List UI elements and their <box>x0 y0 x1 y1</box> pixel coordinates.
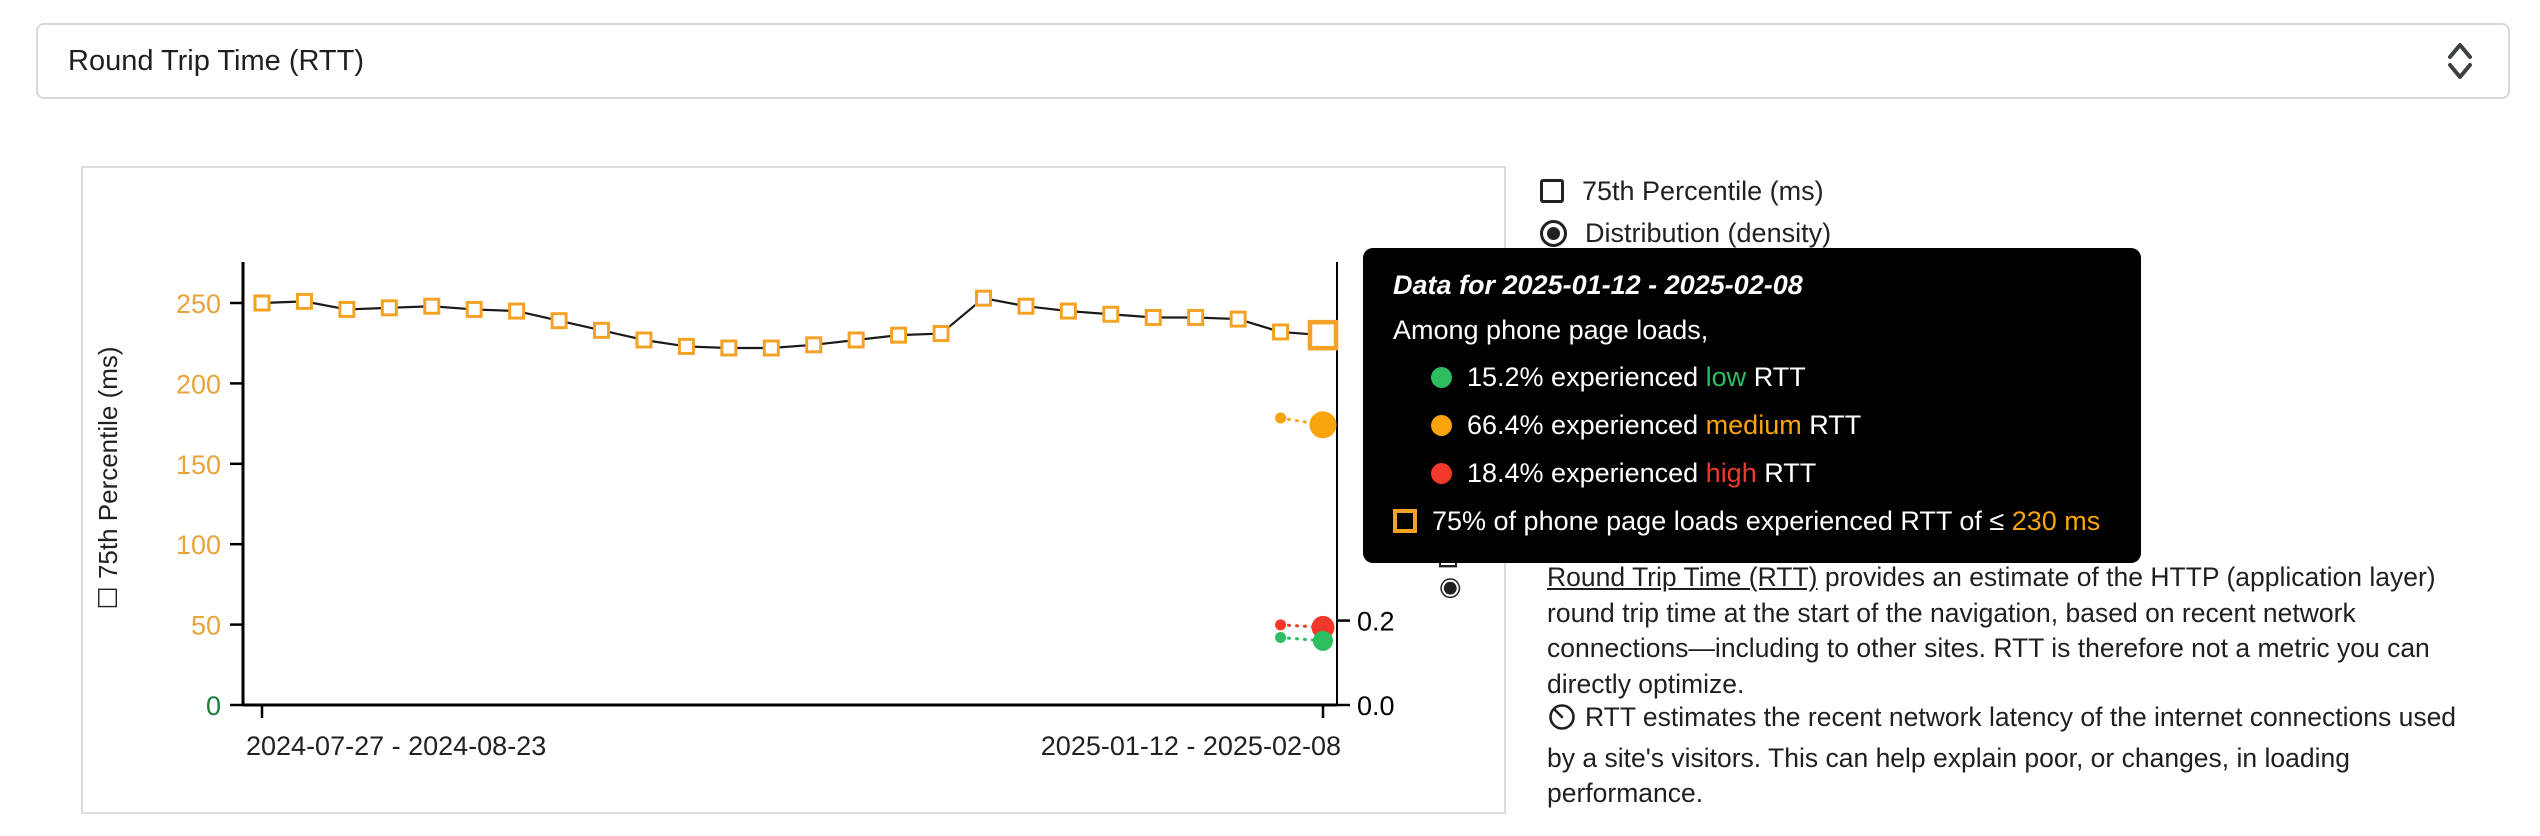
p75-marker <box>1272 323 1290 341</box>
tooltip-row-p75: 75% of phone page loads experienced RTT … <box>1393 497 2111 545</box>
p75-marker <box>338 300 356 318</box>
tooltip-title: Data for 2025-01-12 - 2025-02-08 <box>1393 270 1803 300</box>
chart-tooltip: Data for 2025-01-12 - 2025-02-08 Among p… <box>1363 248 2141 563</box>
metric-description: Round Trip Time (RTT) provides an estima… <box>1547 560 2469 702</box>
row-level: medium <box>1705 410 1802 440</box>
row-level: high <box>1705 458 1757 488</box>
p75-marker <box>1059 302 1077 320</box>
row-suffix: RTT <box>1801 410 1862 440</box>
rtt-chart-canvas[interactable]: 0 50 100 150 200 250 0.0 0.2 2024-07-27 - 2024-0… <box>83 168 1504 812</box>
p75-marker <box>974 289 992 307</box>
svg-text:0: 0 <box>206 691 221 721</box>
p75-marker <box>720 339 738 357</box>
row-level: low <box>1705 362 1747 392</box>
medium-density-dot <box>1275 412 1287 424</box>
left-axis-title: ☐ 75th Percentile (ms) <box>93 346 123 609</box>
tooltip-subtitle: Among phone page loads, <box>1393 315 1709 345</box>
p75-value: 230 ms <box>2011 506 2101 536</box>
row-suffix: RTT <box>1756 458 1817 488</box>
toggle-label: 75th Percentile (ms) <box>1582 175 1824 206</box>
high-dot-icon <box>1431 462 1452 484</box>
p75-marker <box>550 312 568 330</box>
axes: 0 50 100 150 200 250 0.0 0.2 2024-07-27 - 2024-0… <box>176 262 1395 761</box>
tooltip-row-high: 18.4% experienced high RTT <box>1393 449 2111 497</box>
low-density-dot-current <box>1313 630 1333 651</box>
svg-text:2025-01-12 - 2025-02-08: 2025-01-12 - 2025-02-08 <box>1041 731 1341 761</box>
metric-selector-value: Round Trip Time (RTT) <box>68 44 364 77</box>
row-prefix: 18.4% experienced <box>1467 458 1706 488</box>
row-prefix: 66.4% experienced <box>1467 410 1706 440</box>
p75-marker <box>1102 305 1120 323</box>
p75-series <box>253 289 1339 357</box>
row-prefix: 15.2% experienced <box>1467 362 1706 392</box>
p75-marker <box>1187 308 1205 326</box>
svg-text:0.2: 0.2 <box>1357 607 1395 637</box>
metric-note: RTT estimates the recent network latency… <box>1547 700 2469 812</box>
tooltip-p75-text: 75% of phone page loads experienced RTT … <box>1432 497 2100 545</box>
toggle-distribution[interactable]: Distribution (density) <box>1540 212 1831 254</box>
radio-selected-icon[interactable] <box>1540 219 1567 247</box>
checkbox-unchecked-icon[interactable] <box>1540 179 1564 203</box>
p75-marker <box>1144 308 1162 326</box>
svg-text:250: 250 <box>176 289 221 319</box>
p75-marker-highlighted <box>1307 319 1339 351</box>
tooltip-row-text: 66.4% experienced medium RTT <box>1467 401 1861 449</box>
medium-density-dot-current <box>1309 411 1337 439</box>
p75-marker <box>1017 297 1035 315</box>
tooltip-row-text: 15.2% experienced low RTT <box>1467 353 1806 401</box>
p75-marker <box>635 331 653 349</box>
rtt-chart-card: 0 50 100 150 200 250 0.0 0.2 2024-07-27 - 2024-0… <box>81 166 1506 814</box>
svg-text:2024-07-27 - 2024-08-23: 2024-07-27 - 2024-08-23 <box>246 731 546 761</box>
p75-marker <box>890 326 908 344</box>
unfold-more-icon[interactable] <box>2442 39 2478 83</box>
p75-marker <box>762 339 780 357</box>
svg-text:150: 150 <box>176 450 221 480</box>
tooltip-row-text: 18.4% experienced high RTT <box>1467 449 1816 497</box>
p75-marker <box>847 331 865 349</box>
tooltip-row-low: 15.2% experienced low RTT <box>1393 353 2111 401</box>
tooltip-row-medium: 66.4% experienced medium RTT <box>1393 401 2111 449</box>
rtt-doc-link[interactable]: Round Trip Time (RTT) <box>1547 562 1818 592</box>
svg-text:0.0: 0.0 <box>1357 691 1395 721</box>
p75-marker <box>593 321 611 339</box>
low-density-dot <box>1275 631 1287 643</box>
density-series <box>1275 411 1337 651</box>
toggle-75th-percentile[interactable]: 75th Percentile (ms) <box>1540 170 1831 212</box>
metric-selector[interactable]: Round Trip Time (RTT) <box>36 23 2510 99</box>
medium-dot-icon <box>1431 414 1452 436</box>
high-density-dot <box>1275 619 1287 631</box>
gauge-icon <box>1547 701 1577 741</box>
p75-marker <box>380 299 398 317</box>
p75-marker <box>295 292 313 310</box>
p75-marker <box>677 337 695 355</box>
p75-marker <box>805 336 823 354</box>
series-toggles: 75th Percentile (ms) Distribution (densi… <box>1540 170 1831 254</box>
toggle-label: Distribution (density) <box>1585 217 1832 248</box>
p75-marker <box>253 294 271 312</box>
svg-text:100: 100 <box>176 530 221 560</box>
p75-marker <box>423 297 441 315</box>
p75-prefix: 75% of phone page loads experienced RTT … <box>1432 506 2012 536</box>
p75-square-marker-icon <box>1393 509 1417 533</box>
description-body: provides an estimate of the HTTP (applic… <box>1547 562 2436 699</box>
p75-marker <box>465 300 483 318</box>
note-text: RTT estimates the recent network latency… <box>1547 702 2457 808</box>
row-suffix: RTT <box>1746 362 1806 392</box>
svg-text:200: 200 <box>176 369 221 399</box>
svg-text:50: 50 <box>191 611 221 641</box>
low-dot-icon <box>1431 366 1452 388</box>
p75-marker <box>1229 310 1247 328</box>
p75-marker <box>508 302 526 320</box>
p75-marker <box>932 325 950 343</box>
